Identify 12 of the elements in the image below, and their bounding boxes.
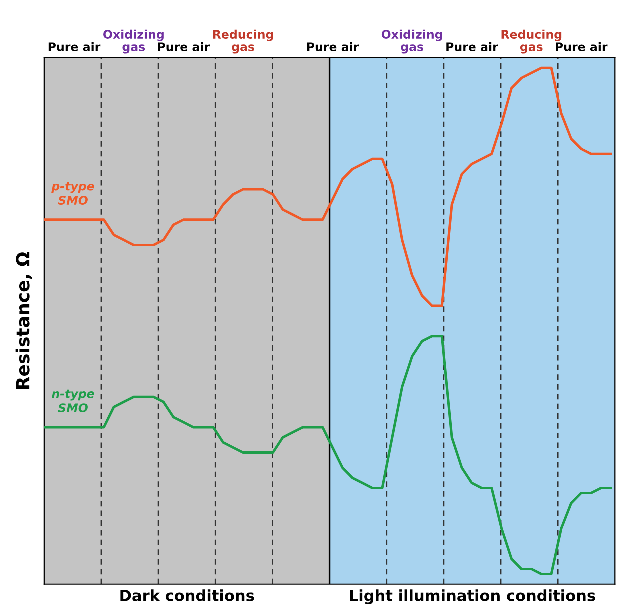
- x-tick-label: Pure air: [446, 42, 498, 52]
- x-tick-label: Pure air: [307, 42, 360, 52]
- text: Light illumination conditions: [350, 590, 596, 605]
- x-tick-label: Pure air: [556, 42, 608, 52]
- x-tick-label: Pure air: [158, 42, 210, 52]
- y-axis-title: Resistance, Ω: [16, 252, 32, 389]
- x-tick-label: Reducing gas: [213, 30, 274, 54]
- x-tick-label: Pure air: [48, 42, 101, 52]
- text: Dark conditions: [120, 590, 254, 602]
- series-label: n-type SMO: [52, 390, 94, 413]
- series-label: p-type SMO: [52, 182, 94, 205]
- x-tick-label: Oxidizing gas: [382, 30, 442, 54]
